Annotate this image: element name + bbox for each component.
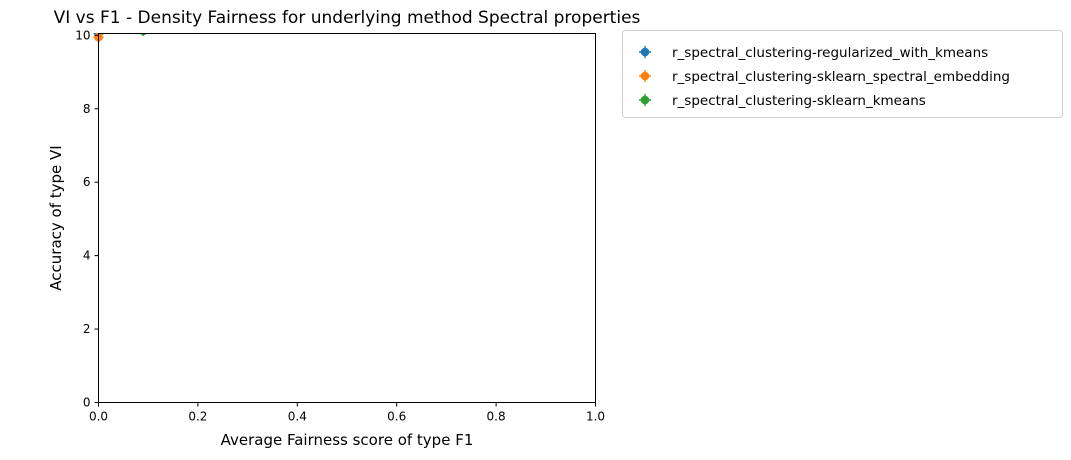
x-tick-label: 0.6 — [387, 410, 406, 424]
y-tick-label: 8 — [83, 102, 91, 116]
legend-box — [622, 30, 1063, 118]
legend-label: r_spectral_clustering-sklearn_kmeans — [672, 93, 926, 109]
legend-label: r_spectral_clustering-regularized_with_k… — [672, 45, 988, 61]
legend-marker — [640, 95, 650, 105]
y-tick-label: 6 — [83, 175, 91, 189]
x-tick-label: 1.0 — [586, 410, 605, 424]
y-tick-label: 10 — [75, 28, 90, 42]
y-tick-label: 2 — [83, 322, 91, 336]
series-layer — [93, 33, 147, 43]
legend-entry: r_spectral_clustering-regularized_with_k… — [639, 45, 988, 61]
x-axis-label: Average Fairness score of type F1 — [221, 431, 474, 449]
chart-title: VI vs F1 - Density Fairness for underlyi… — [54, 8, 641, 28]
plot-area-frame — [98, 33, 596, 403]
legend-marker — [640, 47, 650, 57]
legend-entry: r_spectral_clustering-sklearn_spectral_e… — [639, 69, 1010, 85]
legend-marker — [640, 71, 650, 81]
legend-entry: r_spectral_clustering-sklearn_kmeans — [639, 93, 926, 109]
x-tick-label: 0.4 — [288, 410, 307, 424]
y-tick-label: 0 — [83, 396, 91, 410]
legend-label: r_spectral_clustering-sklearn_spectral_e… — [672, 69, 1010, 85]
legend: r_spectral_clustering-regularized_with_k… — [639, 45, 1010, 109]
y-axis-ticks: 0 2 4 6 8 10 — [75, 28, 99, 410]
x-tick-label: 0.2 — [188, 410, 207, 424]
x-tick-label: 0.0 — [89, 410, 108, 424]
y-tick-label: 4 — [83, 249, 91, 263]
x-tick-label: 0.8 — [487, 410, 506, 424]
y-axis-label: Accuracy of type VI — [47, 145, 65, 290]
x-axis-ticks: 0.0 0.2 0.4 0.6 0.8 1.0 — [89, 402, 605, 424]
